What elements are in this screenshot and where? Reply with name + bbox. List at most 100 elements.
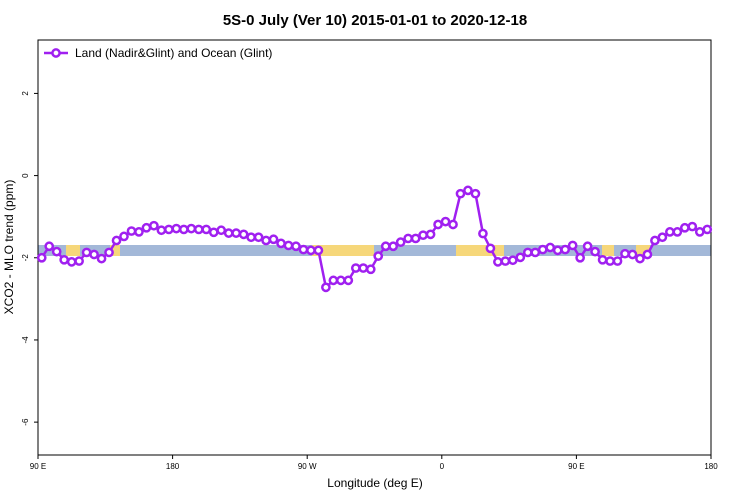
data-point (493, 257, 503, 267)
data-point (522, 247, 533, 258)
data-point (448, 219, 458, 230)
data-point (455, 188, 466, 199)
data-point (66, 257, 77, 267)
data-point (96, 253, 107, 264)
data-point (433, 219, 443, 230)
data-point (201, 224, 212, 235)
data-point (51, 246, 62, 257)
data-point (440, 216, 451, 227)
data-point (380, 241, 391, 252)
data-point (231, 228, 242, 238)
data-point (268, 234, 279, 245)
data-point (321, 282, 331, 293)
data-point (291, 241, 301, 252)
y-tick-label: 0 (21, 173, 30, 178)
data-point (642, 249, 653, 260)
data-point (567, 240, 578, 251)
data-point (612, 256, 623, 266)
data-point (276, 238, 286, 249)
data-point (500, 256, 511, 266)
data-point (575, 252, 585, 263)
data-point (336, 275, 346, 286)
data-point (650, 235, 660, 246)
data-point (530, 247, 541, 258)
data-point (403, 233, 413, 244)
data-point (208, 227, 219, 238)
y-tick-label: -4 (21, 336, 30, 344)
y-tick-label: -6 (21, 418, 30, 426)
x-tick-label: 90 W (298, 462, 317, 471)
data-point (223, 228, 234, 238)
data-point (410, 233, 421, 244)
data-point (59, 254, 70, 265)
data-point (358, 263, 369, 273)
x-tick-label: 180 (704, 462, 718, 471)
x-tick-label: 90 E (568, 462, 584, 471)
data-point (560, 244, 571, 255)
data-point (478, 228, 488, 239)
data-point (537, 244, 548, 255)
legend-label: Land (Nadir&Glint) and Ocean (Glint) (75, 46, 272, 60)
data-point (44, 241, 55, 252)
data-point (126, 226, 137, 236)
data-point (171, 223, 182, 234)
data-point (620, 248, 630, 259)
data-point (470, 188, 481, 199)
data-point (164, 224, 174, 235)
data-point (350, 263, 361, 273)
data-point (463, 185, 473, 196)
data-point (657, 232, 668, 243)
data-point (149, 220, 159, 231)
plot-frame (37, 39, 712, 456)
data-point (246, 232, 256, 243)
data-point (582, 241, 593, 252)
data-point (672, 227, 683, 237)
data-point (590, 246, 600, 257)
data-point (665, 227, 675, 237)
data-point (104, 247, 114, 258)
x-tick-label: 90 E (30, 462, 46, 471)
data-point (253, 232, 264, 243)
data-point (216, 225, 227, 236)
y-axis-label: XCO2 - MLO trend (ppm) (2, 180, 16, 315)
data-point (328, 275, 339, 286)
data-point (111, 235, 122, 246)
data-point (141, 222, 152, 233)
data-point (694, 227, 705, 237)
data-point (74, 256, 84, 266)
data-point (485, 243, 496, 254)
data-point (597, 254, 608, 265)
data-point (134, 227, 144, 237)
series-line (40, 189, 708, 290)
data-point (178, 224, 189, 235)
data-point (119, 231, 129, 242)
chart-title: 5S-0 July (Ver 10) 2015-01-01 to 2020-12… (223, 12, 527, 29)
legend-marker (51, 48, 61, 58)
y-tick-label: 2 (21, 91, 30, 96)
data-point (283, 240, 294, 251)
data-point (679, 222, 690, 233)
data-point (627, 249, 638, 260)
data-point (36, 252, 47, 263)
data-point (552, 245, 563, 256)
data-point (418, 230, 428, 241)
x-axis-label: Longitude (deg E) (327, 476, 422, 490)
data-point (89, 249, 99, 260)
y-tick-label: -2 (21, 254, 30, 262)
data-point (388, 241, 399, 252)
data-point (186, 223, 197, 234)
data-point (515, 252, 526, 263)
data-point (193, 224, 204, 235)
data-point (81, 247, 92, 258)
data-point (343, 275, 354, 286)
data-point (545, 242, 556, 253)
data-point (687, 221, 698, 232)
x-tick-label: 180 (166, 462, 180, 471)
data-point (373, 251, 384, 261)
data-point (507, 255, 518, 266)
x-tick-label: 0 (440, 462, 445, 471)
data-point (365, 264, 376, 275)
data-point (298, 244, 309, 255)
data-point (238, 229, 249, 240)
